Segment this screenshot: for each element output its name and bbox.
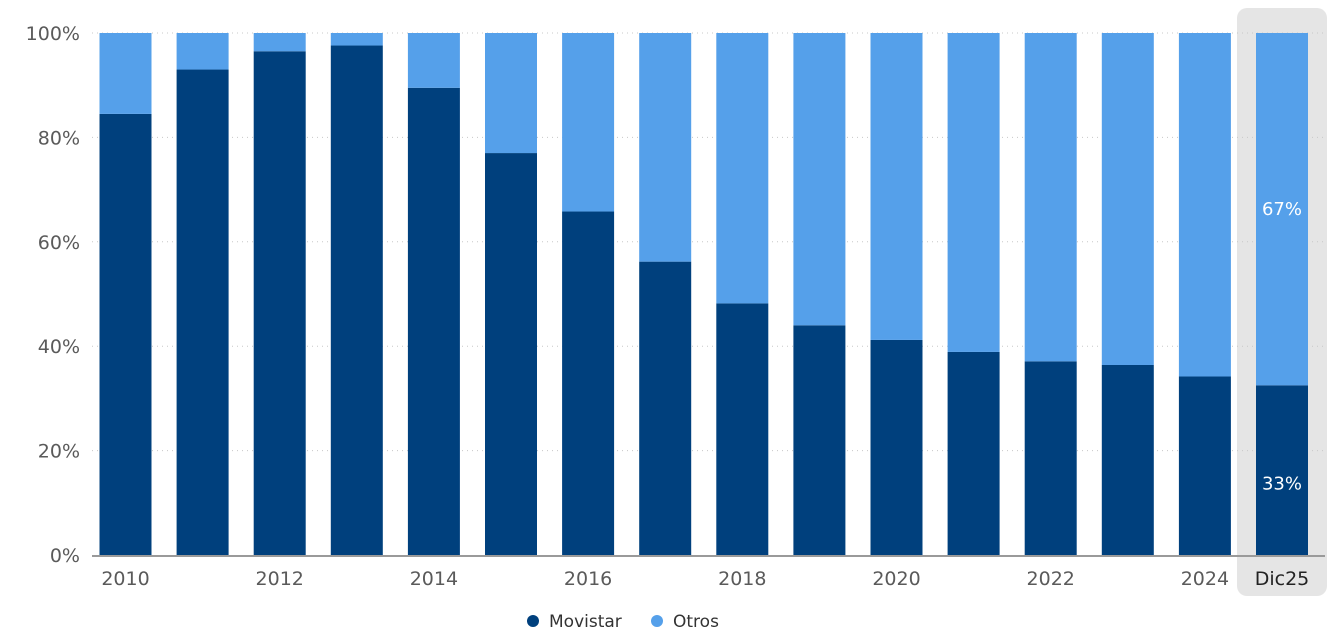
bar-otros-dic25 bbox=[1256, 33, 1308, 386]
bar-movistar-2010 bbox=[99, 113, 152, 555]
bar-movistar-2013 bbox=[330, 45, 383, 555]
bar-otros-2017 bbox=[639, 33, 692, 262]
bar-otros-2016 bbox=[562, 33, 615, 212]
bar-movistar-2021 bbox=[947, 351, 1000, 555]
x-tick-label: 2024 bbox=[1181, 568, 1229, 590]
x-tick-label: 2014 bbox=[410, 568, 458, 590]
bar-movistar-2023 bbox=[1101, 364, 1154, 555]
bar-otros-2019 bbox=[793, 33, 846, 326]
y-tick-label: 100% bbox=[26, 23, 80, 45]
bar-otros-2012 bbox=[253, 33, 306, 52]
legend-marker-movistar bbox=[527, 615, 539, 627]
data-label: 67% bbox=[1262, 199, 1302, 220]
x-tick-label: 2012 bbox=[256, 568, 304, 590]
legend-label-otros: Otros bbox=[673, 612, 719, 632]
bar-otros-2011 bbox=[176, 33, 229, 70]
legend-marker-otros bbox=[651, 615, 663, 627]
bar-movistar-2022 bbox=[1024, 361, 1077, 555]
x-tick-label: 2010 bbox=[101, 568, 149, 590]
bar-otros-2014 bbox=[407, 33, 460, 88]
bar-movistar-2015 bbox=[485, 153, 537, 555]
bar-movistar-2012 bbox=[253, 51, 306, 556]
x-tick-label: 2020 bbox=[872, 568, 920, 590]
x-tick-label: 2016 bbox=[564, 568, 612, 590]
x-tick-label: 2022 bbox=[1027, 568, 1075, 590]
y-tick-label: 60% bbox=[38, 232, 80, 254]
bar-movistar-2016 bbox=[562, 211, 615, 556]
legend-label-movistar: Movistar bbox=[549, 612, 622, 632]
bar-movistar-2024 bbox=[1178, 376, 1231, 555]
bar-movistar-2020 bbox=[870, 339, 923, 555]
bar-otros-2013 bbox=[330, 33, 383, 46]
bar-otros-2015 bbox=[485, 33, 537, 154]
bar-otros-2024 bbox=[1178, 33, 1231, 377]
bar-movistar-2011 bbox=[176, 69, 229, 555]
bar-otros-2023 bbox=[1101, 33, 1154, 365]
bar-movistar-dic25 bbox=[1256, 385, 1308, 555]
y-tick-label: 40% bbox=[38, 336, 80, 358]
bar-movistar-2014 bbox=[407, 87, 460, 555]
bar-otros-2018 bbox=[716, 33, 769, 304]
bar-otros-2020 bbox=[870, 33, 923, 340]
bar-movistar-2017 bbox=[639, 261, 692, 555]
bar-otros-2021 bbox=[947, 33, 1000, 352]
y-tick-label: 20% bbox=[38, 441, 80, 463]
bar-otros-2010 bbox=[99, 33, 152, 114]
x-tick-label: 2018 bbox=[718, 568, 766, 590]
bar-movistar-2019 bbox=[793, 325, 846, 555]
bar-otros-2022 bbox=[1024, 33, 1077, 362]
bar-movistar-2018 bbox=[716, 303, 769, 555]
data-label: 33% bbox=[1262, 474, 1302, 495]
y-tick-label: 0% bbox=[50, 545, 80, 567]
y-tick-label: 80% bbox=[38, 127, 80, 149]
x-tick-label: Dic25 bbox=[1255, 568, 1310, 590]
